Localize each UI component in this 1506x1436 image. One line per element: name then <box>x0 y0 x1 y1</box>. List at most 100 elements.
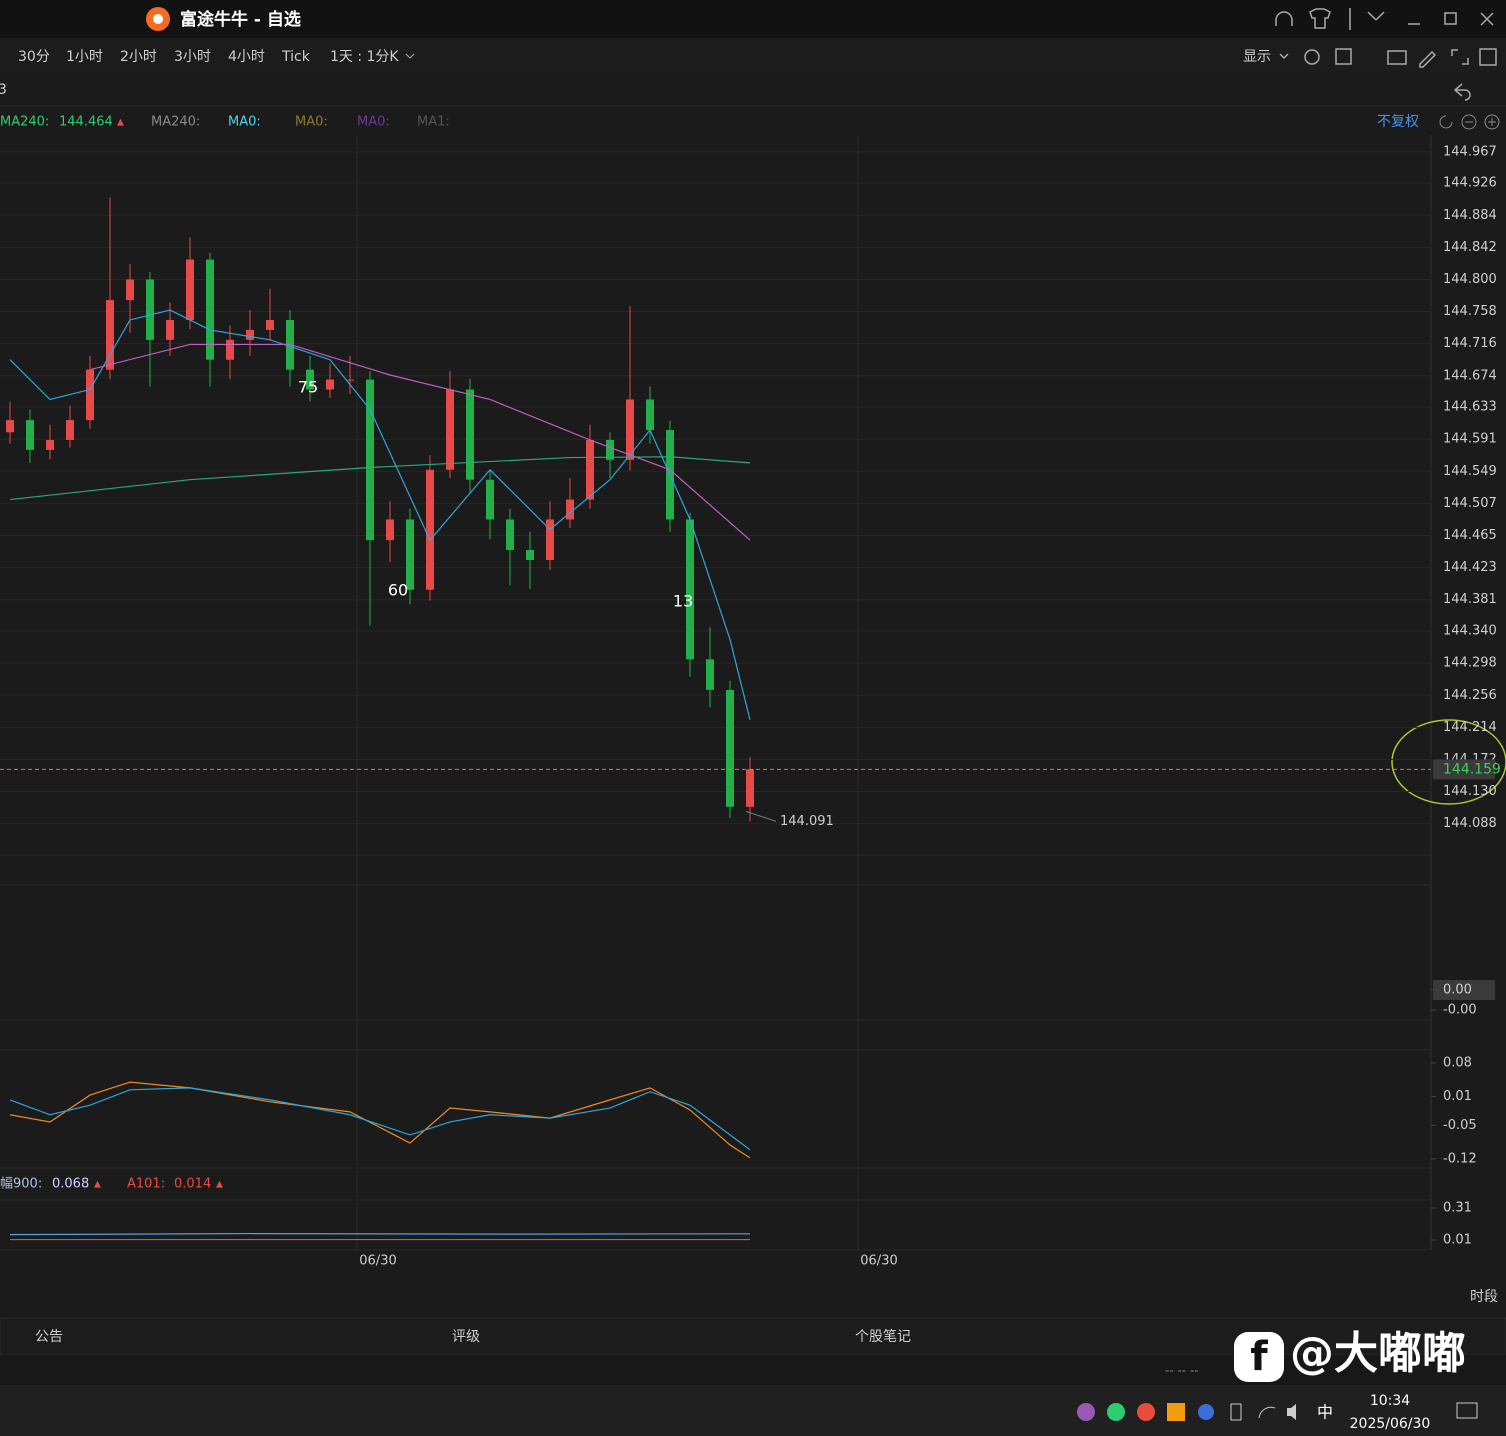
candle-body <box>646 399 654 431</box>
y-tick-label: 144.800 <box>1443 272 1497 287</box>
candle-body <box>206 259 214 360</box>
ma-name: MA0: <box>228 115 261 130</box>
shrink-icon[interactable] <box>1367 11 1385 21</box>
bottom-tab[interactable]: 评级 <box>452 1329 480 1345</box>
candle-body <box>546 519 554 560</box>
dropdown-caret <box>405 53 415 59</box>
maximize[interactable] <box>1444 12 1457 25</box>
annotation: 13 <box>673 592 693 611</box>
candle-body <box>686 519 694 660</box>
candle-body <box>386 519 394 541</box>
title-bar <box>0 0 1506 38</box>
candle-body <box>586 439 594 500</box>
ma-line <box>89 343 751 541</box>
candle-body <box>446 389 454 470</box>
y-tick-label: 144.758 <box>1443 304 1497 319</box>
draw-icon[interactable] <box>1419 50 1437 68</box>
y-tick-label: -0.00 <box>1443 1003 1477 1018</box>
annotation: 75 <box>298 378 318 397</box>
low-label: 144.091 <box>780 814 834 829</box>
y-tick-label: 144.674 <box>1443 368 1497 383</box>
candle-body <box>606 439 614 460</box>
candle-body <box>626 399 634 460</box>
period-tab[interactable]: 30分 <box>18 49 50 65</box>
y-tick-label: 144.256 <box>1443 688 1497 703</box>
candle-body <box>746 769 754 807</box>
notification-icon[interactable] <box>1456 1402 1478 1419</box>
panel-icon[interactable] <box>1479 48 1497 66</box>
legend-trend: ▲ <box>216 1180 223 1190</box>
last-price-label: 144.159 <box>1443 761 1501 777</box>
period-tab[interactable]: 2小时 <box>120 49 157 65</box>
taskbar <box>0 1385 1506 1436</box>
period-tab[interactable]: 3小时 <box>174 49 211 65</box>
y-tick-label: 144.465 <box>1443 528 1497 543</box>
candle-body <box>146 279 154 340</box>
skin-icon[interactable] <box>1309 8 1331 29</box>
watermark-text: @大嘟嘟 <box>1290 1328 1466 1379</box>
candle-body <box>726 689 734 807</box>
time-label: 06/30 <box>359 1254 396 1269</box>
toolbar <box>0 38 1506 75</box>
y-tick-label: 144.381 <box>1443 592 1497 607</box>
bottom-tab[interactable]: 公告 <box>35 1329 63 1345</box>
period-select[interactable]: 1天 : 1分K <box>330 49 399 65</box>
y-tick-label: 144.884 <box>1443 208 1497 223</box>
watermark: f @大嘟嘟 <box>1234 1328 1466 1382</box>
ime[interactable]: 中 <box>1317 1403 1333 1422</box>
window-title: 富途牛牛 - 自选 <box>180 9 301 30</box>
toolbar-icons <box>1279 48 1497 101</box>
y-tick-label: 144.507 <box>1443 496 1497 511</box>
zero-box <box>1433 980 1495 1000</box>
legend-value: 0.068 <box>52 1177 89 1192</box>
ma-trend: ▲ <box>117 118 124 128</box>
candle-body <box>186 259 194 320</box>
period-tab[interactable]: Tick <box>281 49 311 65</box>
layout-icon[interactable] <box>1335 48 1352 65</box>
ma-line <box>9 456 751 501</box>
status-text: -- -- -- <box>1165 1364 1199 1378</box>
candle-body <box>566 499 574 520</box>
period-button[interactable]: 时段 <box>1470 1289 1498 1305</box>
ma-name: MA240: <box>151 115 200 130</box>
adjust-mode[interactable]: 不复权 <box>1377 113 1419 130</box>
ma-name: MA0: <box>357 115 390 130</box>
settings-icon[interactable] <box>1304 49 1320 65</box>
period-tab[interactable]: 1小时 <box>66 49 103 65</box>
last-price-box <box>1433 759 1495 780</box>
period-tab[interactable]: 4小时 <box>228 49 265 65</box>
svg-text:f: f <box>1250 1334 1268 1380</box>
camera-icon[interactable] <box>1387 50 1407 65</box>
legend-value: 0.014 <box>174 1177 211 1192</box>
candle-body <box>426 469 434 590</box>
zoom-icons <box>1439 114 1500 130</box>
y-tick-label: 144.842 <box>1443 240 1497 255</box>
candle-body <box>506 519 514 551</box>
y-tick-label: 144.633 <box>1443 400 1497 415</box>
undo[interactable] <box>1453 83 1471 101</box>
candle-body <box>246 329 254 340</box>
y-tick-label: 144.926 <box>1443 176 1497 191</box>
close[interactable] <box>1480 12 1494 26</box>
annotation: 60 <box>388 581 408 600</box>
y-tick-label: 144.423 <box>1443 560 1497 575</box>
candle-body <box>526 550 534 560</box>
row-text: 3 <box>0 82 7 98</box>
y-tick-label: 144.130 <box>1443 784 1497 799</box>
display-menu[interactable]: 显示 <box>1243 49 1271 65</box>
candle-body <box>166 319 174 340</box>
expand-icon[interactable] <box>1451 49 1469 65</box>
time-label: 06/30 <box>860 1254 897 1269</box>
candle-body <box>66 420 74 440</box>
bottom-tab[interactable]: 个股笔记 <box>855 1329 911 1345</box>
clock-date: 2025/06/30 <box>1350 1416 1431 1432</box>
candle-body <box>326 379 334 390</box>
y-tick-label: 144.716 <box>1443 336 1497 351</box>
candle-body <box>486 479 494 520</box>
headset-icon[interactable] <box>1275 11 1293 26</box>
candle-body <box>46 439 54 450</box>
app-logo-eye <box>153 14 163 24</box>
y-tick-label: -0.05 <box>1443 1118 1477 1133</box>
y-tick-label: 144.298 <box>1443 656 1497 671</box>
